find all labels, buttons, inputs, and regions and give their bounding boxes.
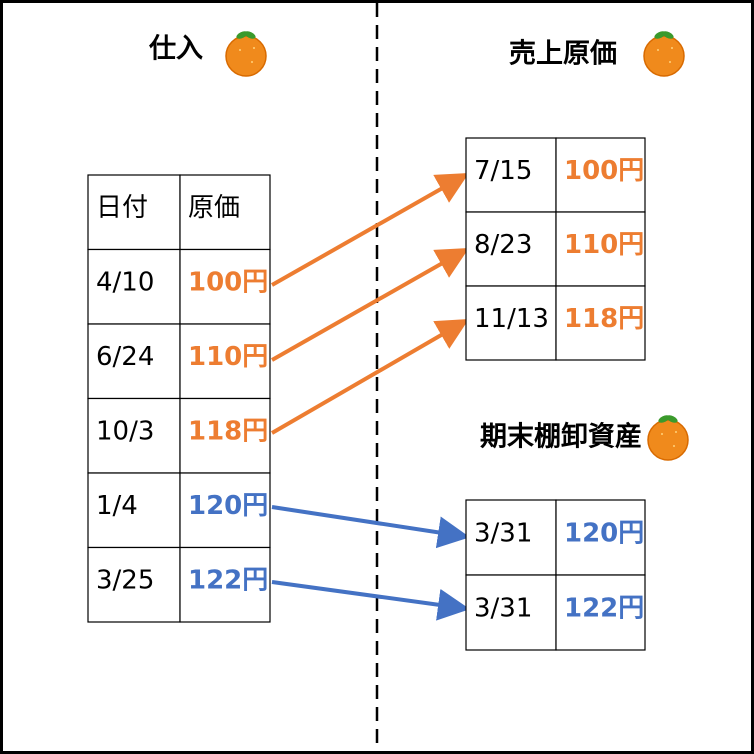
arrow [270, 318, 469, 435]
table-cell [555, 211, 646, 287]
header-cell: 原価 [188, 193, 240, 223]
ending-inventory-title: 期末棚卸資産 [480, 421, 642, 453]
cost-cell: 100円 [188, 268, 268, 298]
table-cell [555, 137, 646, 213]
date-cell: 3/31 [474, 518, 532, 548]
table-cell [465, 285, 557, 361]
date-cell: 6/24 [96, 342, 154, 372]
cost-cell: 120円 [188, 491, 268, 521]
table-cell [179, 397, 271, 474]
cost-cell: 100円 [564, 156, 644, 186]
arrow [271, 248, 469, 362]
cost-cell: 118円 [564, 304, 644, 334]
arrow [271, 173, 469, 287]
date-cell: 7/15 [474, 156, 532, 186]
date-cell: 1/4 [96, 491, 138, 521]
table-cell [465, 137, 557, 213]
table-cell [179, 472, 271, 549]
cost-cell: 122円 [188, 566, 268, 596]
table-cell [555, 499, 646, 576]
table-cell [179, 248, 271, 325]
arrow [271, 580, 470, 621]
date-cell: 4/10 [96, 268, 154, 298]
cost-cell: 122円 [564, 593, 644, 623]
date-cell: 3/25 [96, 566, 154, 596]
cost-cell: 110円 [564, 230, 644, 260]
date-cell: 3/31 [474, 593, 532, 623]
cost-cell: 110円 [188, 342, 268, 372]
table-cell [555, 574, 646, 651]
table-cell [465, 499, 557, 576]
table-cell [87, 397, 181, 474]
arrow [271, 505, 470, 549]
cost-cell: 118円 [188, 417, 268, 447]
table-cell [87, 323, 181, 400]
date-cell: 10/3 [96, 417, 154, 447]
table-cell [179, 174, 271, 251]
table-cell [87, 546, 181, 623]
table-cell [179, 546, 271, 623]
cost-cell: 120円 [564, 518, 644, 548]
cost-of-sales-title: 売上原価 [509, 39, 617, 70]
table-cell [555, 285, 646, 361]
purchases-title: 仕入 [148, 34, 203, 65]
table-cell [465, 574, 557, 651]
header-cell: 日付 [96, 193, 148, 223]
date-cell: 11/13 [474, 304, 549, 334]
table-cell [465, 211, 557, 287]
arrows [270, 173, 470, 621]
table-cell [179, 323, 271, 400]
table-cell [87, 472, 181, 549]
date-cell: 8/23 [474, 230, 532, 260]
